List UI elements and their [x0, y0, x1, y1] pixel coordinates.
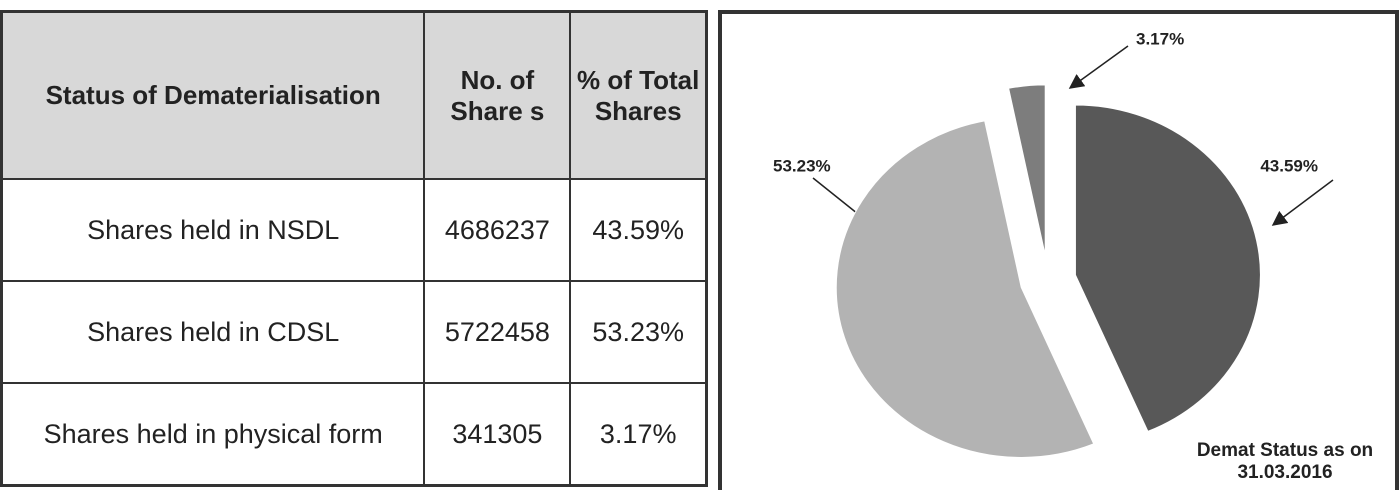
- row: Shares held in physical form 341305 3.17%: [0, 382, 708, 487]
- arrow: [1271, 179, 1334, 226]
- value-label: 43.59%: [1260, 156, 1318, 175]
- cell: Shares held in NSDL: [0, 178, 426, 282]
- pie-slice: [1008, 84, 1046, 256]
- cell: 53.23%: [569, 280, 708, 384]
- header-cell: % of Total Shares: [569, 10, 708, 180]
- cell: 43.59%: [569, 178, 708, 282]
- cell: 4686237: [423, 178, 572, 282]
- header-row: Status of Dematerialisation No. of Share…: [0, 10, 708, 180]
- cell: Shares held in physical form: [0, 382, 426, 487]
- pie-slice: [835, 120, 1095, 458]
- chart-title: Demat Status as on 31.03.2016: [1196, 440, 1374, 483]
- header-cell: No. of Share s: [423, 10, 572, 180]
- cell: 5722458: [423, 280, 572, 384]
- cell: 341305: [423, 382, 572, 487]
- row: Shares held in NSDL 4686237 43.59%: [0, 178, 708, 282]
- cell: 3.17%: [569, 382, 708, 487]
- demat-table: Status of Dematerialisation No. of Share…: [0, 10, 708, 487]
- row: Shares held in CDSL 5722458 53.23%: [0, 280, 708, 384]
- pie-slice: [1074, 104, 1261, 433]
- chart: 43.59% 53.23% 3.17%: [718, 10, 1399, 490]
- arrow: [1068, 45, 1129, 89]
- value-label: 53.23%: [773, 156, 831, 175]
- header-cell: Status of Dematerialisation: [0, 10, 426, 180]
- cell: Shares held in CDSL: [0, 280, 426, 384]
- value-label: 3.17%: [1136, 29, 1184, 48]
